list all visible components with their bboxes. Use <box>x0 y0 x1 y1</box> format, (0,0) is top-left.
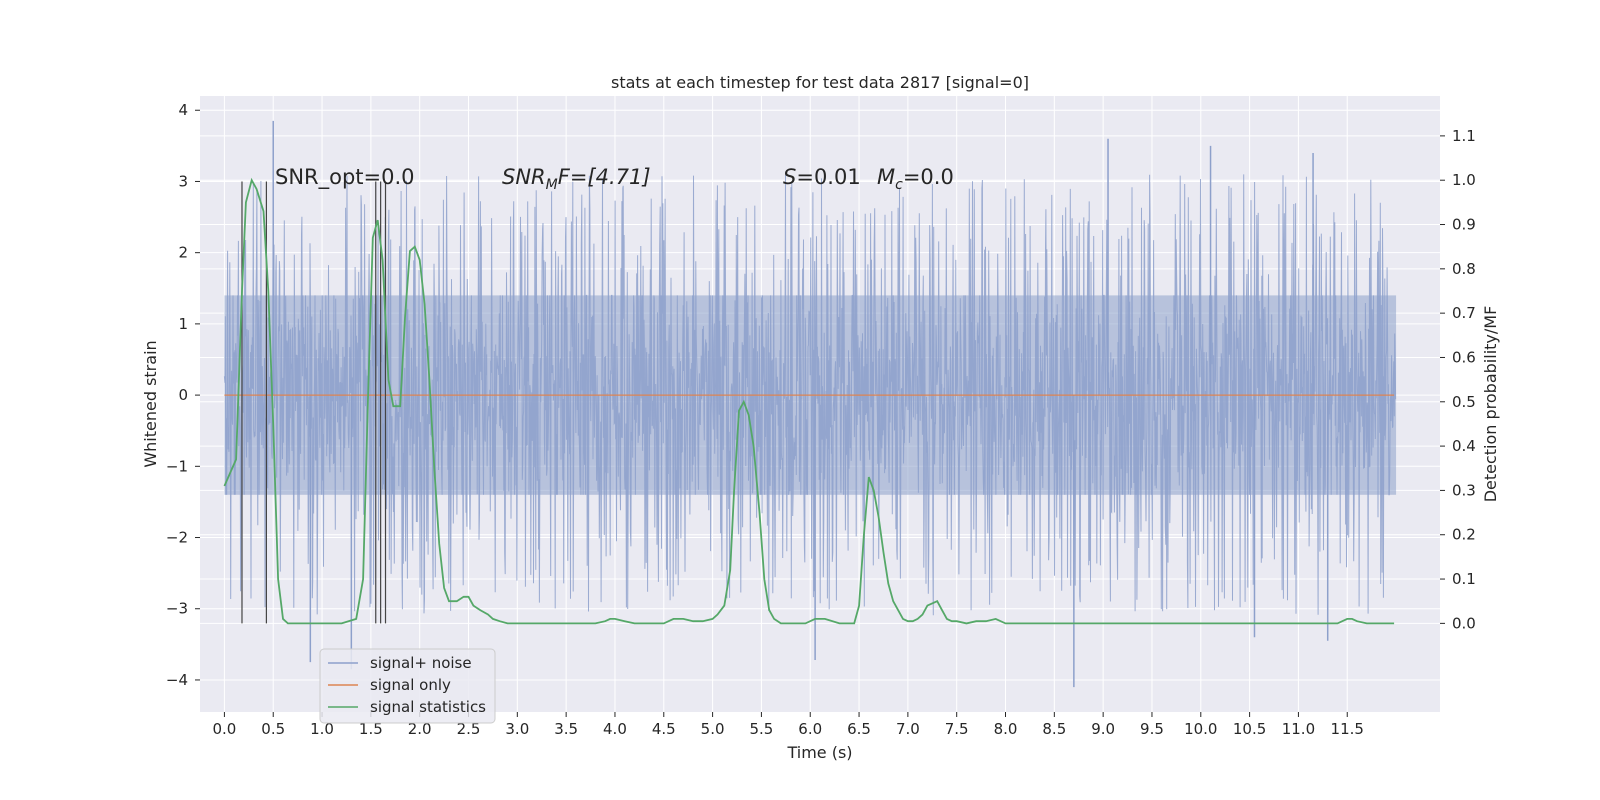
x-tick-label: 9.5 <box>1140 720 1164 738</box>
x-tick-label: 7.5 <box>945 720 969 738</box>
x-tick-label: 11.0 <box>1282 720 1315 738</box>
x-tick-label: 0.0 <box>212 720 236 738</box>
annotation-snr-mf-main: SNR <box>502 165 546 189</box>
annotation-mc-sub: c <box>895 177 903 193</box>
x-tick-label: 4.5 <box>652 720 676 738</box>
y-right-tick-label: 0.0 <box>1452 614 1476 632</box>
x-tick-label: 6.5 <box>847 720 871 738</box>
y-right-tick-label: 0.3 <box>1452 481 1476 499</box>
x-tick-label: 5.0 <box>701 720 725 738</box>
x-tick-label: 9.0 <box>1091 720 1115 738</box>
legend: signal+ noise signal only signal statist… <box>319 648 496 724</box>
annotation-snr-mf-sub: M <box>546 177 558 193</box>
annotation-snr-opt: SNR_opt=0.0 <box>275 165 415 190</box>
x-tick-label: 10.5 <box>1233 720 1266 738</box>
annotation-snr-mf: SNRMF=[4.71] <box>502 165 651 193</box>
x-tick-label: 0.5 <box>261 720 285 738</box>
chart-title: stats at each timestep for test data 281… <box>611 73 1029 92</box>
y-left-tick-label: 2 <box>178 244 188 262</box>
annotation-mc-tail: =0.0 <box>903 165 954 189</box>
line-signal-plus-noise <box>223 174 1397 616</box>
annotation-mc: Mc=0.0 <box>877 165 954 193</box>
x-tick-label: 8.5 <box>1042 720 1066 738</box>
y-left-tick-label: 3 <box>178 172 188 190</box>
x-axis-label: Time (s) <box>786 743 852 762</box>
x-tick-label: 6.0 <box>798 720 822 738</box>
x-tick-label: 7.0 <box>896 720 920 738</box>
annotation-s: S=0.01 <box>783 165 861 189</box>
y-left-tick-label: 4 <box>178 101 188 119</box>
annotation-snr-mf-tail: F=[4.71] <box>558 165 651 189</box>
y-left-axis-ticks: −4 −3 −2 −1 0 1 2 3 4 <box>166 101 200 689</box>
detection-marker-lines <box>241 181 387 624</box>
legend-label-signal-only: signal only <box>370 676 451 694</box>
y-right-tick-label: 0.7 <box>1452 304 1476 322</box>
y-left-tick-label: 0 <box>178 386 188 404</box>
y-right-tick-label: 0.6 <box>1452 348 1476 366</box>
y-right-tick-label: 0.2 <box>1452 526 1476 544</box>
y-left-axis-label: Whitened strain <box>141 340 160 467</box>
x-tick-label: 2.0 <box>408 720 432 738</box>
y-left-tick-label: 1 <box>178 315 188 333</box>
y-right-axis-ticks: 0.0 0.1 0.2 0.3 0.4 0.5 0.6 0.7 0.8 0.9 1.0 1.1 <box>1440 127 1476 632</box>
x-tick-label: 3.0 <box>505 720 529 738</box>
y-right-tick-label: 0.9 <box>1452 216 1476 234</box>
x-tick-label: 1.5 <box>359 720 383 738</box>
x-tick-label: 2.5 <box>457 720 481 738</box>
x-tick-label: 3.5 <box>554 720 578 738</box>
x-axis-ticks: 0.0 0.5 1.0 1.5 2.0 2.5 3.0 3.5 4.0 4.5 5.0 5.5 6.0 6… <box>212 712 1364 738</box>
annotation-s-tail: =0.01 <box>796 165 860 189</box>
y-right-tick-label: 0.8 <box>1452 260 1476 278</box>
y-right-axis-label: Detection probability/MF <box>1481 306 1500 503</box>
y-left-tick-label: −2 <box>166 529 188 547</box>
legend-frame <box>319 648 496 724</box>
x-tick-label: 1.0 <box>310 720 334 738</box>
y-right-tick-label: 0.5 <box>1452 393 1476 411</box>
x-tick-label: 8.0 <box>994 720 1018 738</box>
x-tick-label: 10.0 <box>1184 720 1217 738</box>
legend-label-signal-statistics: signal statistics <box>370 698 486 716</box>
line-signal-statistics <box>223 177 1395 625</box>
y-left-tick-label: −4 <box>166 671 188 689</box>
x-tick-label: 11.5 <box>1331 720 1364 738</box>
y-right-tick-label: 0.4 <box>1452 437 1476 455</box>
y-left-tick-label: −1 <box>166 457 188 475</box>
series-signal-statistics <box>223 177 1395 625</box>
x-tick-label: 5.5 <box>749 720 773 738</box>
annotation-s-main: S <box>783 165 796 189</box>
y-right-tick-label: 1.1 <box>1452 127 1476 145</box>
x-tick-label: 4.0 <box>603 720 627 738</box>
legend-label-signal-plus-noise: signal+ noise <box>370 654 472 672</box>
annotation-mc-main: M <box>877 165 895 189</box>
y-right-tick-label: 1.0 <box>1452 171 1476 189</box>
y-left-tick-label: −3 <box>166 600 188 618</box>
y-right-tick-label: 0.1 <box>1452 570 1476 588</box>
